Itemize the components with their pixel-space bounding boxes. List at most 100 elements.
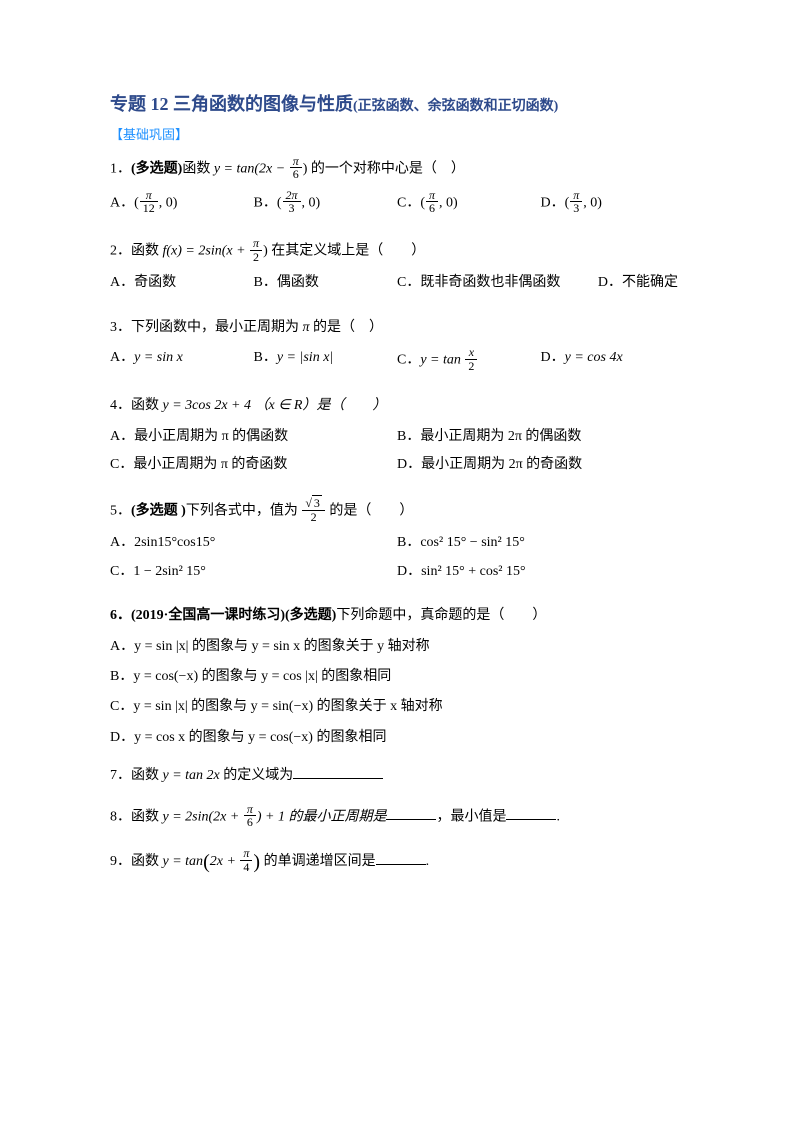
question-7: 7．函数 y = tan 2x 的定义域为 xyxy=(110,765,684,787)
q1-opt-a: A．(π12, 0) xyxy=(110,190,254,216)
question-5: 5．(多选题 )下列各式中，值为 32 的是（ ） A．2sin15°cos15… xyxy=(110,498,684,589)
title-main: 专题 12 三角函数的图像与性质 xyxy=(110,94,353,114)
q3d-fn: y = cos 4x xyxy=(565,350,623,365)
q6-opt-d: D．y = cos x 的图象与 y = cos(−x) 的图象相同 xyxy=(110,727,684,749)
question-8: 8．函数 y = 2sin(2x + π6) + 1 的最小正周期是，最小值是. xyxy=(110,804,684,830)
question-9: 9．函数 y = tan(2x + π4) 的单调递增区间是. xyxy=(110,846,684,878)
q5-tag: (多选题 ) xyxy=(131,504,186,519)
q2-opt-a: A．奇函数 xyxy=(110,272,254,294)
q1b-post: , 0) xyxy=(302,195,321,210)
q1-options: A．(π12, 0) B．(2π3, 0) C．(π6, 0) D．(π3, 0… xyxy=(110,190,684,222)
q8-den: 6 xyxy=(244,816,256,829)
q6-stem-txt: 下列命题中，真命题的是（ ） xyxy=(336,608,546,623)
q1-frac-den: 6 xyxy=(290,168,302,181)
q3-opt-a: A．y = sin x xyxy=(110,347,254,373)
q1c-pre: C．( xyxy=(397,195,425,210)
q9-den: 4 xyxy=(240,861,252,874)
q5-opt-a: A．2sin15°cos15° xyxy=(110,532,397,554)
q2-options: A．奇函数 B．偶函数 C．既非奇函数也非偶函数 D．不能确定 xyxy=(110,272,684,300)
q1-frac-num: π xyxy=(290,155,302,169)
q4-label: 4．函数 xyxy=(110,398,163,413)
question-2: 2．函数 f(x) = 2sin(x + π2) 在其定义域上是（ ） A．奇函… xyxy=(110,238,684,301)
q4-stem: 4．函数 y = 3cos 2x + 4 （x ∈ R）是（ ） xyxy=(110,395,684,417)
q2-stem: 2．函数 f(x) = 2sin(x + π2) 在其定义域上是（ ） xyxy=(110,238,684,264)
q3c-fn: y = tan xyxy=(420,352,464,367)
q5-opt-d: D．sin² 15° + cos² 15° xyxy=(397,561,684,583)
q9-num: π xyxy=(240,847,252,861)
q9-end: . xyxy=(426,854,430,869)
q2-opt-c: C．既非奇函数也非偶函数 xyxy=(397,272,598,300)
q4-fn: y = 3cos 2x + 4 （x ∈ R）是（ ） xyxy=(163,398,387,413)
q3-stem: 3．下列函数中，最小正周期为 π 的是（ ） xyxy=(110,317,684,339)
q3a-lbl: A． xyxy=(110,350,134,365)
q8-num: π xyxy=(244,803,256,817)
q2-label: 2．函数 xyxy=(110,243,163,258)
q2-num: π xyxy=(250,237,262,251)
q6-opt-a: A．y = sin |x| 的图象与 y = sin x 的图象关于 y 轴对称 xyxy=(110,636,684,658)
q8-mid: ，最小值是 xyxy=(436,809,506,824)
q6-label: 6． xyxy=(110,608,131,623)
q6-src: (2019·全国高一课时练习)(多选题) xyxy=(131,608,336,623)
q1d-pre: D．( xyxy=(541,195,570,210)
q3-opt-c: C．y = tan x2 xyxy=(397,347,541,373)
q8-fn-post: ) + 1 的最小正周期是 xyxy=(257,809,387,824)
q9-label: 9．函数 xyxy=(110,854,163,869)
q1a-num: π xyxy=(140,189,158,203)
q5-opt-b: B．cos² 15° − sin² 15° xyxy=(397,532,684,554)
title-sub: (正弦函数、余弦函数和正切函数) xyxy=(353,99,558,114)
q7-blank xyxy=(293,767,383,780)
q1-fn: y = tan(2x − xyxy=(214,161,289,176)
q1d-post: , 0) xyxy=(583,195,602,210)
q1-stem: 1．(多选题)函数 y = tan(2x − π6) 的一个对称中心是（ ） xyxy=(110,156,684,182)
q8-fn-pre: y = 2sin(2x + xyxy=(163,809,243,824)
q6-opt-c: C．y = sin |x| 的图象与 y = sin(−x) 的图象关于 x 轴… xyxy=(110,696,684,718)
q1b-pre: B．( xyxy=(254,195,282,210)
q9-fn-pre: y = tan xyxy=(163,854,204,869)
q3b-lbl: B． xyxy=(254,350,277,365)
question-1: 1．(多选题)函数 y = tan(2x − π6) 的一个对称中心是（ ） A… xyxy=(110,156,684,222)
q2-fn-pre: f(x) = 2sin(x + xyxy=(163,243,250,258)
q1c-num: π xyxy=(426,189,438,203)
q5-label: 5． xyxy=(110,504,131,519)
q1a-pre: A．( xyxy=(110,195,139,210)
q3c-lbl: C． xyxy=(397,352,420,367)
q1-stem-a: 函数 xyxy=(182,161,214,176)
q5-sqrt: 3 xyxy=(312,495,322,510)
q2-opt-d: D．不能确定 xyxy=(598,272,684,300)
q1-opt-b: B．(2π3, 0) xyxy=(254,190,398,216)
q1-stem-b: ) 的一个对称中心是（ ） xyxy=(303,161,465,176)
q4-opt-c: C．最小正周期为 π 的奇函数 xyxy=(110,454,397,476)
q3-opt-d: D．y = cos 4x xyxy=(541,347,685,373)
q3a-fn: y = sin x xyxy=(134,350,183,365)
question-3: 3．下列函数中，最小正周期为 π 的是（ ） A．y = sin x B．y =… xyxy=(110,317,684,380)
q8-label: 8．函数 xyxy=(110,809,163,824)
q5-opt-c: C．1 − 2sin² 15° xyxy=(110,561,397,583)
q5-den: 2 xyxy=(302,511,325,524)
q6-stem: 6．(2019·全国高一课时练习)(多选题)下列命题中，真命题的是（ ） xyxy=(110,605,684,627)
q2-den: 2 xyxy=(250,251,262,264)
q1d-den: 3 xyxy=(570,202,582,215)
q7-tail: 的定义域为 xyxy=(220,768,294,783)
q1b-den: 3 xyxy=(283,202,301,215)
q3-options: A．y = sin x B．y = |sin x| C．y = tan x2 D… xyxy=(110,347,684,379)
q1-opt-d: D．(π3, 0) xyxy=(541,190,685,216)
q1-tag: (多选题) xyxy=(131,161,182,176)
q3-tail: 的是（ ） xyxy=(310,320,384,335)
q5-tail: 的是（ ） xyxy=(326,504,414,519)
q9-inner: 2x + xyxy=(210,854,240,869)
q5-options: A．2sin15°cos15° B．cos² 15° − sin² 15° C．… xyxy=(110,532,684,589)
q8-blank1 xyxy=(386,807,436,820)
q9-tail: 的单调递增区间是 xyxy=(260,854,376,869)
lparen-icon: ( xyxy=(203,851,210,873)
q1-label: 1． xyxy=(110,161,131,176)
q3-opt-b: B．y = |sin x| xyxy=(254,347,398,373)
q6-opt-b: B．y = cos(−x) 的图象与 y = cos |x| 的图象相同 xyxy=(110,666,684,688)
q2-fn-post: ) 在其定义域上是（ ） xyxy=(263,243,425,258)
q1d-num: π xyxy=(570,189,582,203)
q3c-num: x xyxy=(465,346,477,360)
q1c-post: , 0) xyxy=(439,195,458,210)
page-title: 专题 12 三角函数的图像与性质(正弦函数、余弦函数和正切函数) xyxy=(110,90,684,119)
q1a-post: , 0) xyxy=(159,195,178,210)
q1-opt-c: C．(π6, 0) xyxy=(397,190,541,216)
q3b-fn: y = |sin x| xyxy=(277,350,333,365)
